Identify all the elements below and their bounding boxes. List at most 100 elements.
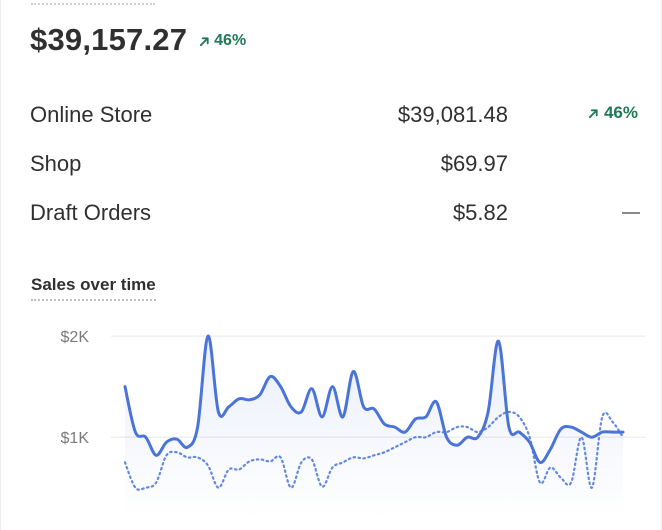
comparison-data-point-17[interactable] [298,459,304,465]
comparison-data-point-36[interactable] [496,414,502,420]
comparison-data-point-12[interactable] [247,458,253,464]
comparison-data-point-34[interactable] [475,429,481,435]
comparison-data-point-43[interactable] [568,480,574,486]
comparison-data-point-38[interactable] [516,414,522,420]
current-data-point-22[interactable] [350,369,356,375]
comparison-data-point-7[interactable] [195,454,201,460]
comparison-data-point-27[interactable] [402,439,408,445]
current-data-point-20[interactable] [330,384,336,390]
current-data-point-38[interactable] [516,429,522,435]
comparison-data-point-41[interactable] [547,465,553,471]
current-data-point-42[interactable] [558,426,564,432]
current-data-point-37[interactable] [506,424,512,430]
current-data-point-31[interactable] [444,434,450,440]
current-data-point-17[interactable] [298,409,304,415]
current-data-point-21[interactable] [340,414,346,420]
current-data-point-34[interactable] [475,434,481,440]
current-data-point-47[interactable] [610,429,616,435]
comparison-data-point-3[interactable] [153,480,159,486]
current-data-point-30[interactable] [433,399,439,405]
comparison-data-point-25[interactable] [381,449,387,455]
current-data-point-36[interactable] [496,338,502,344]
current-data-point-16[interactable] [288,404,294,410]
comparison-data-point-19[interactable] [319,484,325,490]
comparison-data-point-31[interactable] [444,429,450,435]
comparison-data-point-30[interactable] [433,429,439,435]
current-data-point-11[interactable] [236,396,242,402]
comparison-data-point-33[interactable] [464,424,470,430]
comparison-data-point-42[interactable] [558,475,564,481]
comparison-data-point-15[interactable] [278,454,284,460]
current-data-point-25[interactable] [381,421,387,427]
comparison-data-point-28[interactable] [413,434,419,440]
current-data-point-46[interactable] [599,429,605,435]
comparison-data-point-9[interactable] [215,485,221,491]
comparison-data-point-16[interactable] [288,485,294,491]
current-data-point-14[interactable] [267,374,273,380]
current-data-point-7[interactable] [195,424,201,430]
comparison-data-point-26[interactable] [392,444,398,450]
comparison-data-point-18[interactable] [309,456,315,462]
comparison-data-point-48[interactable] [620,434,626,440]
channel-change-badge: 46% [588,103,638,123]
comparison-data-point-10[interactable] [226,467,232,473]
current-data-point-12[interactable] [247,397,253,403]
current-data-point-1[interactable] [132,429,138,435]
comparison-data-point-46[interactable] [599,414,605,420]
sales-line-chart: $2K $1K [61,329,646,518]
current-data-point-8[interactable] [205,333,211,339]
comparison-data-point-23[interactable] [361,455,367,461]
comparison-data-point-6[interactable] [184,454,190,460]
comparison-data-point-14[interactable] [267,458,273,464]
comparison-data-point-5[interactable] [174,449,180,455]
current-data-point-6[interactable] [184,444,190,450]
sales-over-time-title[interactable]: Sales over time [31,275,156,301]
comparison-data-point-2[interactable] [143,485,149,491]
current-data-point-18[interactable] [309,386,315,392]
current-data-point-24[interactable] [371,406,377,412]
current-data-point-4[interactable] [164,439,170,445]
channel-value: $39,081.48 [397,102,508,127]
comparison-data-point-8[interactable] [205,463,211,469]
comparison-data-point-24[interactable] [371,452,377,458]
current-data-point-3[interactable] [153,452,159,458]
current-data-point-0[interactable] [122,384,128,390]
comparison-data-point-29[interactable] [423,434,429,440]
current-data-point-45[interactable] [589,434,595,440]
comparison-data-point-1[interactable] [132,485,138,491]
total-sales-row: $39,157.27 46% [30,22,246,58]
current-data-point-35[interactable] [485,409,491,415]
current-data-point-41[interactable] [547,446,553,452]
current-data-point-40[interactable] [537,459,543,465]
current-data-point-26[interactable] [392,424,398,430]
comparison-data-point-39[interactable] [527,434,533,440]
comparison-data-point-45[interactable] [589,485,595,491]
comparison-data-point-0[interactable] [122,459,128,465]
comparison-data-point-47[interactable] [610,419,616,425]
comparison-data-point-35[interactable] [485,424,491,430]
comparison-data-point-32[interactable] [454,424,460,430]
current-data-point-32[interactable] [454,442,460,448]
current-data-point-13[interactable] [257,392,263,398]
comparison-data-point-4[interactable] [164,452,170,458]
current-data-point-5[interactable] [174,436,180,442]
current-data-point-33[interactable] [464,434,470,440]
comparison-data-point-21[interactable] [340,459,346,465]
comparison-data-point-11[interactable] [236,467,242,473]
current-data-point-10[interactable] [226,404,232,410]
current-data-point-29[interactable] [423,414,429,420]
comparison-data-point-44[interactable] [579,434,585,440]
current-data-point-28[interactable] [413,416,419,422]
comparison-data-point-20[interactable] [330,465,336,471]
comparison-data-point-13[interactable] [257,456,263,462]
comparison-data-point-37[interactable] [506,409,512,415]
current-data-point-43[interactable] [568,424,574,430]
current-data-point-9[interactable] [215,409,221,415]
current-data-point-23[interactable] [361,404,367,410]
current-data-point-2[interactable] [143,434,149,440]
current-data-point-15[interactable] [278,384,284,390]
comparison-data-point-40[interactable] [537,480,543,486]
current-data-point-19[interactable] [319,414,325,420]
comparison-data-point-22[interactable] [350,454,356,460]
current-data-point-27[interactable] [402,429,408,435]
